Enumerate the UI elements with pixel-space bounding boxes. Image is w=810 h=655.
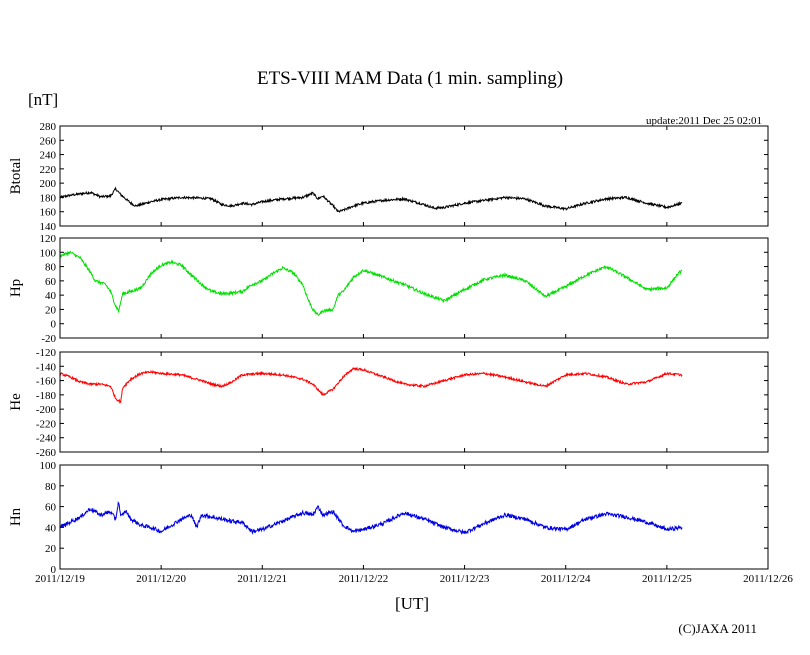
- series-line-he: [59, 366, 683, 405]
- x-tick-label: 2011/12/20: [136, 573, 186, 585]
- y-tick-label: -240: [36, 433, 57, 445]
- y-tick-label: 40: [45, 522, 57, 534]
- y-tick-label: 0: [51, 564, 57, 576]
- y-tick-label: 20: [45, 304, 57, 316]
- y-tick-label: 0: [51, 319, 57, 331]
- y-tick-label: -220: [36, 418, 57, 430]
- y-tick-label: 20: [45, 543, 57, 555]
- y-tick-label: 100: [40, 247, 57, 259]
- chart-title: ETS-VIII MAM Data (1 min. sampling): [257, 68, 563, 89]
- plot-frame: [59, 464, 769, 570]
- y-axis-label: He: [8, 393, 24, 411]
- y-tick-label: 140: [40, 221, 57, 233]
- y-tick-label: 60: [45, 276, 57, 288]
- y-tick-label: 160: [40, 207, 57, 219]
- y-tick-label: -260: [36, 447, 57, 459]
- panel-he: -260 -240 -220 -200 -180 -160 -140 -120 He: [8, 347, 769, 459]
- y-tick-label: 180: [40, 192, 57, 204]
- y-tick-label: 260: [40, 135, 57, 147]
- y-tick-label: -20: [41, 333, 56, 345]
- copyright-text: (C)JAXA 2011: [678, 621, 757, 636]
- plot-frame: [59, 351, 769, 453]
- plot-frame: [59, 237, 769, 339]
- y-tick-label: 280: [40, 121, 57, 133]
- y-tick-label: -200: [36, 404, 57, 416]
- y-axis-label: Hp: [8, 279, 24, 297]
- y-tick-label: -120: [36, 347, 57, 359]
- y-unit-label: [nT]: [28, 90, 58, 109]
- y-tick-label: 120: [40, 233, 57, 245]
- x-tick-label: 2011/12/22: [339, 573, 389, 585]
- y-tick-label: -140: [36, 361, 57, 373]
- x-tick-label: 2011/12/24: [541, 573, 591, 585]
- y-tick-label: 200: [40, 178, 57, 190]
- series-line-btotal: [59, 186, 683, 213]
- x-tick-label: 2011/12/25: [642, 573, 692, 585]
- x-tick-label: 2011/12/26: [743, 573, 793, 585]
- x-tick-label: 2011/12/23: [440, 573, 490, 585]
- plot-frame: [59, 125, 769, 227]
- x-tick-label: 2011/12/21: [237, 573, 287, 585]
- panel-hp: -20 0 20 40 60 80 100 120 Hp: [8, 233, 769, 345]
- x-tick-label: 2011/12/19: [35, 573, 85, 585]
- y-tick-label: -180: [36, 390, 57, 402]
- y-tick-label: 40: [45, 290, 57, 302]
- y-tick-label: 220: [40, 164, 57, 176]
- series-line-hp: [59, 250, 683, 316]
- x-unit-label: [UT]: [395, 594, 429, 613]
- y-tick-label: 80: [45, 262, 57, 274]
- panels-group: 140160180200220240260280Btotal-200204060…: [8, 121, 793, 585]
- series-line-hn: [59, 501, 683, 535]
- y-tick-label: 80: [45, 481, 57, 493]
- update-timestamp: update:2011 Dec 25 02:01: [646, 115, 762, 127]
- y-axis-label: Hn: [8, 507, 24, 526]
- y-axis-label: Btotal: [8, 158, 24, 195]
- y-tick-label: 240: [40, 150, 57, 162]
- y-tick-label: 60: [45, 502, 57, 514]
- panel-hn: 0 20 40 60 80 100 Hn 2011/12/19 2011/12/20 2011/1…: [8, 460, 793, 585]
- y-tick-label: -160: [36, 376, 57, 388]
- y-tick-label: 100: [40, 460, 57, 472]
- panel-btotal: 140 160 180 200 220 240 260 280 Btotal: [8, 121, 769, 233]
